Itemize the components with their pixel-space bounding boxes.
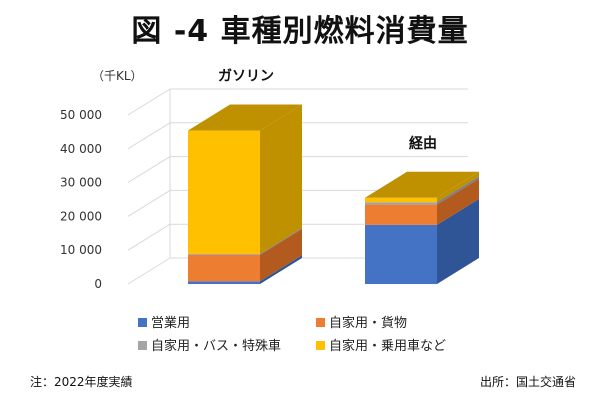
bar-segment [188, 253, 260, 255]
bar-segment-side [437, 176, 479, 205]
y-axis: 0 10 000 20 000 30 000 40 000 50 000 [60, 108, 102, 291]
grid-line-diagonal [127, 122, 171, 150]
bar-stack-0 [188, 104, 302, 284]
category-label: 経由 [409, 135, 437, 152]
bar-segment-side [260, 227, 302, 255]
legend-item: 自家用・貨物 [316, 315, 407, 331]
source-note: 出所：国土交通省 [479, 375, 576, 389]
legend-swatch [138, 341, 147, 350]
bar-stack-1 [365, 171, 479, 284]
bar-segment-side [437, 171, 479, 203]
bar-segment-side [437, 198, 479, 284]
grid-line-diagonal [127, 223, 171, 251]
bar-segment [188, 281, 260, 284]
bar-segment [188, 254, 260, 282]
legend-label: 営業用 [151, 315, 190, 331]
grid-line-diagonal [127, 189, 171, 217]
bar-top-face [365, 171, 479, 198]
bar-segment [188, 130, 260, 254]
y-axis-unit-label: （千KL） [92, 69, 143, 83]
legend-label: 自家用・バス・特殊車 [151, 338, 281, 354]
y-tick-label: 0 [94, 277, 102, 291]
bar-segment [365, 202, 437, 205]
legend-swatch [138, 318, 147, 327]
legend-item: 営業用 [138, 315, 190, 331]
legend-swatch [316, 318, 325, 327]
bar-segment [365, 204, 437, 225]
grid-line-diagonal [127, 88, 171, 116]
bars [188, 104, 479, 284]
bar-segment-side [260, 255, 302, 284]
bar-segment-side [437, 178, 479, 225]
grid-line-diagonal [127, 156, 171, 184]
chart-title: 図 -4 車種別燃料消費量 [131, 14, 469, 49]
bar-segment [365, 224, 437, 284]
legend-swatch [316, 341, 325, 350]
legend-label: 自家用・乗用車など [329, 338, 446, 354]
category-label: ガソリン [218, 69, 274, 85]
y-tick-label: 50 000 [60, 108, 102, 122]
bar-top-face [188, 104, 302, 131]
footnote: 注：2022年度実績 [30, 375, 133, 389]
y-tick-label: 10 000 [60, 243, 102, 257]
legend-item: 自家用・乗用車など [316, 338, 446, 354]
y-tick-label: 20 000 [60, 209, 102, 223]
bar-segment-side [260, 228, 302, 282]
bar-segment-side [260, 104, 302, 254]
legend-label: 自家用・貨物 [329, 315, 407, 331]
y-tick-label: 40 000 [60, 142, 102, 156]
legend-item: 自家用・バス・特殊車 [138, 338, 281, 354]
bar-segment [365, 197, 437, 203]
y-tick-label: 30 000 [60, 176, 102, 190]
grid-line-diagonal [127, 257, 171, 285]
